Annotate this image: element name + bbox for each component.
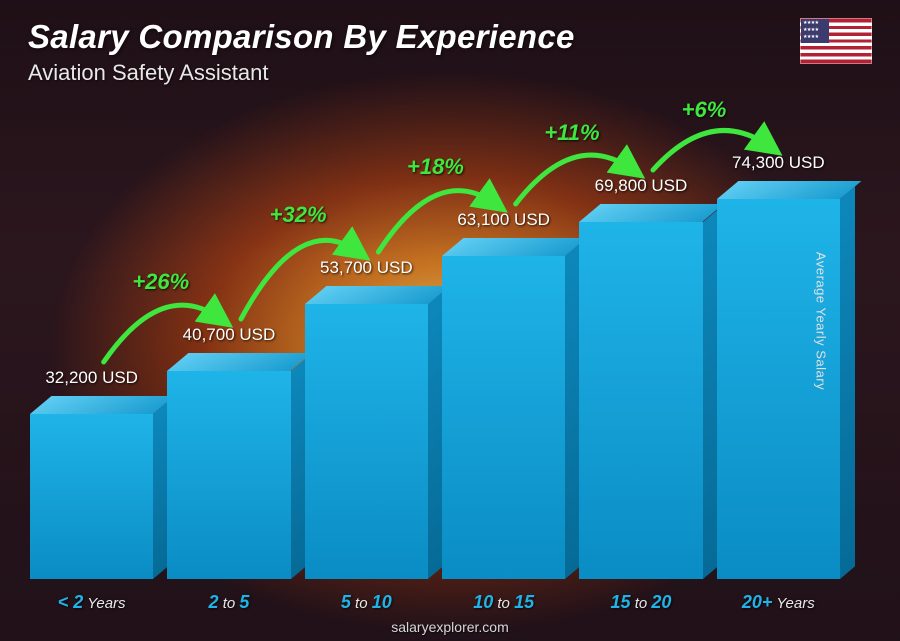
bar xyxy=(305,286,428,579)
chart-title: Salary Comparison By Experience xyxy=(28,18,575,56)
bar-value-label: 69,800 USD xyxy=(595,176,688,196)
x-axis-label: 2 to 5 xyxy=(167,592,290,613)
bar-group: 63,100 USD xyxy=(442,210,565,579)
header: Salary Comparison By Experience Aviation… xyxy=(28,18,872,86)
x-axis-labels: < 2 Years 2 to 5 5 to 10 10 to 15 15 to 20 20… xyxy=(30,592,840,613)
bar-value-label: 40,700 USD xyxy=(183,325,276,345)
bar-group: 32,200 USD xyxy=(30,368,153,579)
x-axis-label: 15 to 20 xyxy=(579,592,702,613)
bar-value-label: 63,100 USD xyxy=(457,210,550,230)
footer-attribution: salaryexplorer.com xyxy=(0,619,900,635)
us-flag-icon xyxy=(800,18,872,64)
bar xyxy=(579,204,702,579)
x-axis-label: 20+ Years xyxy=(717,592,840,613)
bar-group: 40,700 USD xyxy=(167,325,290,579)
bar-group: 69,800 USD xyxy=(579,176,702,579)
chart-subtitle: Aviation Safety Assistant xyxy=(28,60,575,86)
bar-chart: 32,200 USD 40,700 USD 53,700 USD 63,100 … xyxy=(30,89,840,579)
bar xyxy=(442,238,565,579)
bar-group: 53,700 USD xyxy=(305,258,428,579)
bar-value-label: 74,300 USD xyxy=(732,153,825,173)
bar xyxy=(30,396,153,579)
bar-value-label: 32,200 USD xyxy=(45,368,138,388)
x-axis-label: 10 to 15 xyxy=(442,592,565,613)
x-axis-label: < 2 Years xyxy=(30,592,153,613)
title-block: Salary Comparison By Experience Aviation… xyxy=(28,18,575,86)
x-axis-label: 5 to 10 xyxy=(305,592,428,613)
bar xyxy=(167,353,290,579)
bar-value-label: 53,700 USD xyxy=(320,258,413,278)
y-axis-label: Average Yearly Salary xyxy=(813,251,828,389)
